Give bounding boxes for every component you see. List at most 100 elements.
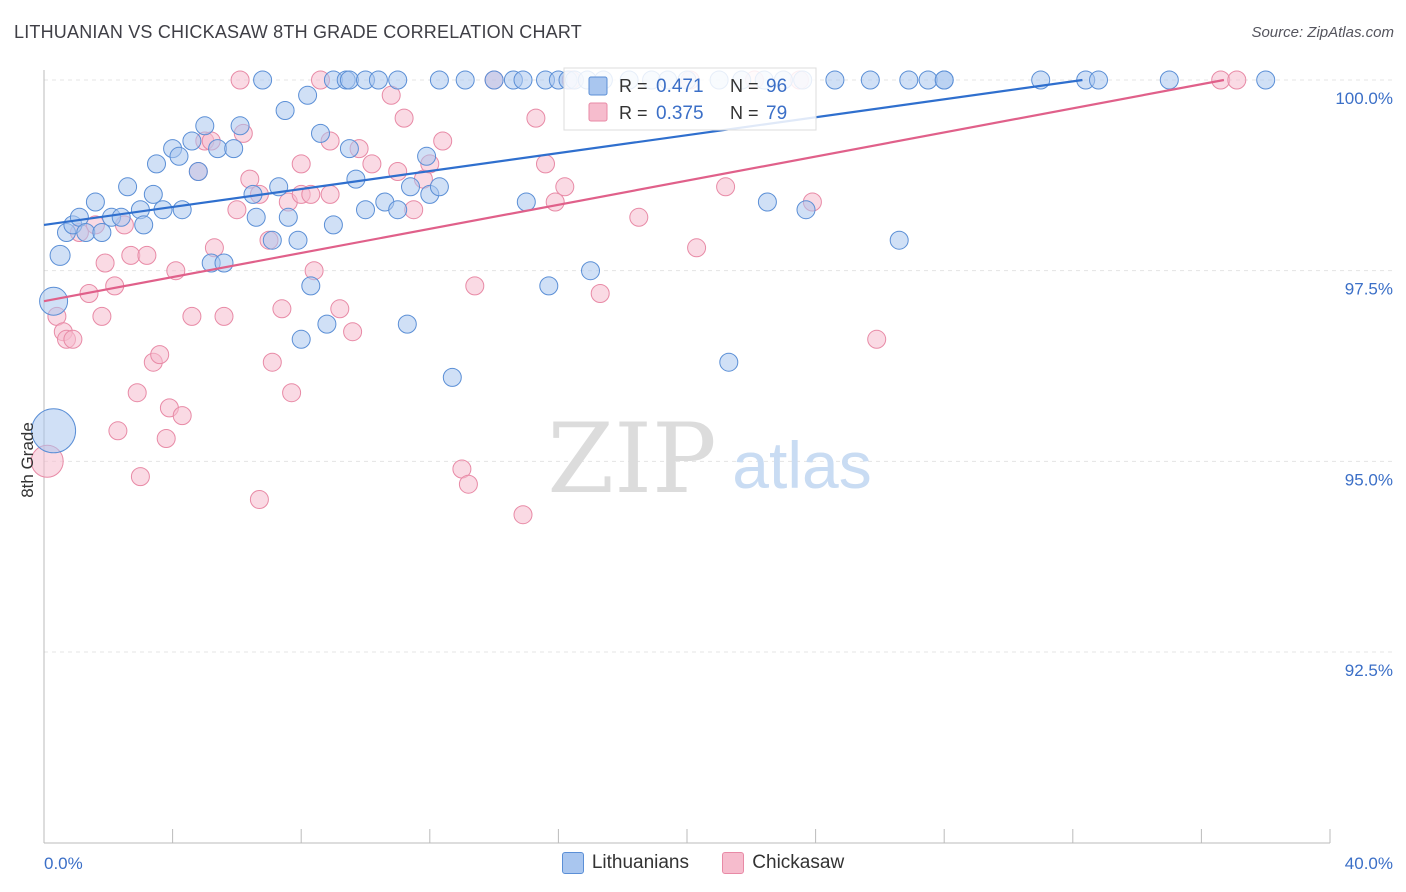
- lithuanians-point: [757, 192, 777, 212]
- x-tick-label: 0.0%: [44, 854, 83, 873]
- legend-item-chickasaw[interactable]: Chickasaw: [722, 852, 844, 874]
- lithuanians-point: [224, 139, 244, 159]
- lithuanians-point: [388, 200, 408, 220]
- lithuanians-point: [1089, 70, 1108, 90]
- chickasaw-point: [182, 306, 202, 326]
- lithuanians-point: [317, 314, 337, 334]
- chickasaw-point: [343, 322, 363, 342]
- y-tick-label: 92.5%: [1345, 661, 1393, 680]
- lithuanians-point: [899, 70, 919, 90]
- lithuanians-point: [934, 70, 954, 90]
- lithuanians-point: [111, 207, 131, 227]
- lithuanians-point: [339, 139, 359, 159]
- chickasaw-point: [388, 162, 408, 181]
- chickasaw-point: [240, 169, 260, 189]
- stats-legend-swatch-pink: [588, 102, 608, 122]
- lithuanians-point: [1256, 70, 1276, 90]
- axes: 100.0% 97.5% 95.0% 92.5% 0.0% 40.0%: [43, 70, 1393, 873]
- stats-n-value: 96: [766, 76, 787, 97]
- chickasaw-point: [214, 306, 234, 326]
- y-tick-label: 97.5%: [1345, 280, 1393, 299]
- legend-label-chickasaw: Chickasaw: [752, 852, 845, 873]
- lithuanians-point: [49, 244, 71, 266]
- lithuanians-point: [262, 230, 282, 250]
- lithuanians-point: [356, 200, 375, 220]
- chickasaw-point: [320, 184, 340, 204]
- chickasaw-point: [513, 505, 533, 525]
- stats-r-label: R =: [619, 103, 648, 123]
- chickasaw-point: [249, 490, 269, 509]
- chickasaw-point: [282, 383, 302, 403]
- lithuanians-point: [417, 146, 437, 166]
- lithuanians-point: [401, 177, 420, 197]
- chickasaw-point: [227, 200, 247, 220]
- chickasaw-point: [394, 108, 414, 128]
- chickasaw-point: [95, 253, 115, 273]
- legend-swatch-chickasaw: [722, 852, 745, 874]
- y-axis-label: 8th Grade: [18, 422, 37, 498]
- chickasaw-point: [172, 406, 192, 426]
- chickasaw-point: [526, 108, 546, 128]
- lithuanians-point: [516, 192, 536, 212]
- stats-r-label: R =: [619, 76, 648, 96]
- chickasaw-point: [230, 70, 250, 90]
- chickasaw-point: [362, 154, 382, 174]
- chickasaw-point: [272, 299, 292, 319]
- lithuanians-point: [208, 139, 228, 159]
- lithuanians-point: [92, 223, 112, 242]
- lithuanians-point: [388, 70, 408, 90]
- chickasaw-point: [291, 154, 311, 174]
- lithuanians-point: [719, 352, 739, 372]
- lithuanians-point: [323, 215, 343, 235]
- legend-item-lithuanians[interactable]: Lithuanians: [561, 852, 689, 874]
- watermark-atlas: atlas: [732, 428, 871, 502]
- lithuanians-point: [339, 70, 359, 90]
- lithuanians-point: [346, 169, 366, 189]
- trend-line: [43, 78, 1225, 303]
- chickasaw-point: [127, 383, 147, 403]
- lithuanians-point: [147, 154, 166, 174]
- stats-legend-swatch-blue: [588, 76, 608, 96]
- chickasaw-point: [716, 177, 736, 197]
- chickasaw-point: [1227, 70, 1247, 90]
- lithuanians-point: [298, 85, 318, 105]
- lithuanians-point: [188, 162, 208, 181]
- chickasaw-point: [63, 329, 83, 349]
- source-credit: Source: ZipAtlas.com: [1251, 24, 1394, 41]
- chickasaw-point: [590, 284, 610, 303]
- lithuanians-point: [143, 184, 163, 204]
- legend-swatch-lithuanians: [561, 852, 584, 874]
- lithuanians-point: [860, 70, 880, 90]
- lithuanians-point: [172, 200, 192, 220]
- lithuanians-point: [918, 70, 938, 90]
- chickasaw-point: [687, 238, 707, 258]
- lithuanians-point: [796, 200, 816, 220]
- lithuanians-point: [246, 207, 266, 227]
- chickasaw-point: [536, 154, 555, 174]
- series-legend: Lithuanians Chickasaw: [0, 852, 1406, 880]
- chickasaw-point: [137, 245, 157, 265]
- lithuanians-point: [442, 367, 462, 387]
- chickasaw-point: [867, 329, 887, 349]
- lithuanians-point: [484, 70, 504, 90]
- stats-r-value: 0.471: [656, 76, 704, 97]
- y-tick-label: 95.0%: [1345, 470, 1393, 489]
- lithuanians-point: [288, 230, 308, 250]
- chickasaw-point: [404, 200, 424, 220]
- chickasaw-point: [301, 184, 321, 204]
- stats-n-label: N =: [730, 76, 759, 96]
- chickasaw-point: [121, 245, 141, 265]
- chickasaw-point: [458, 474, 478, 494]
- stats-r-value: 0.375: [656, 103, 704, 124]
- chickasaw-point: [262, 352, 282, 372]
- lithuanians-point: [429, 70, 449, 90]
- lithuanians-point: [182, 131, 202, 151]
- lithuanians-point: [311, 123, 330, 143]
- lithuanians-point: [195, 116, 215, 136]
- chickasaw-point: [108, 421, 128, 441]
- trend-line: [43, 78, 1083, 226]
- lithuanians-point: [301, 276, 321, 296]
- lithuanians-point: [539, 276, 559, 296]
- lithuanians-point: [169, 146, 189, 166]
